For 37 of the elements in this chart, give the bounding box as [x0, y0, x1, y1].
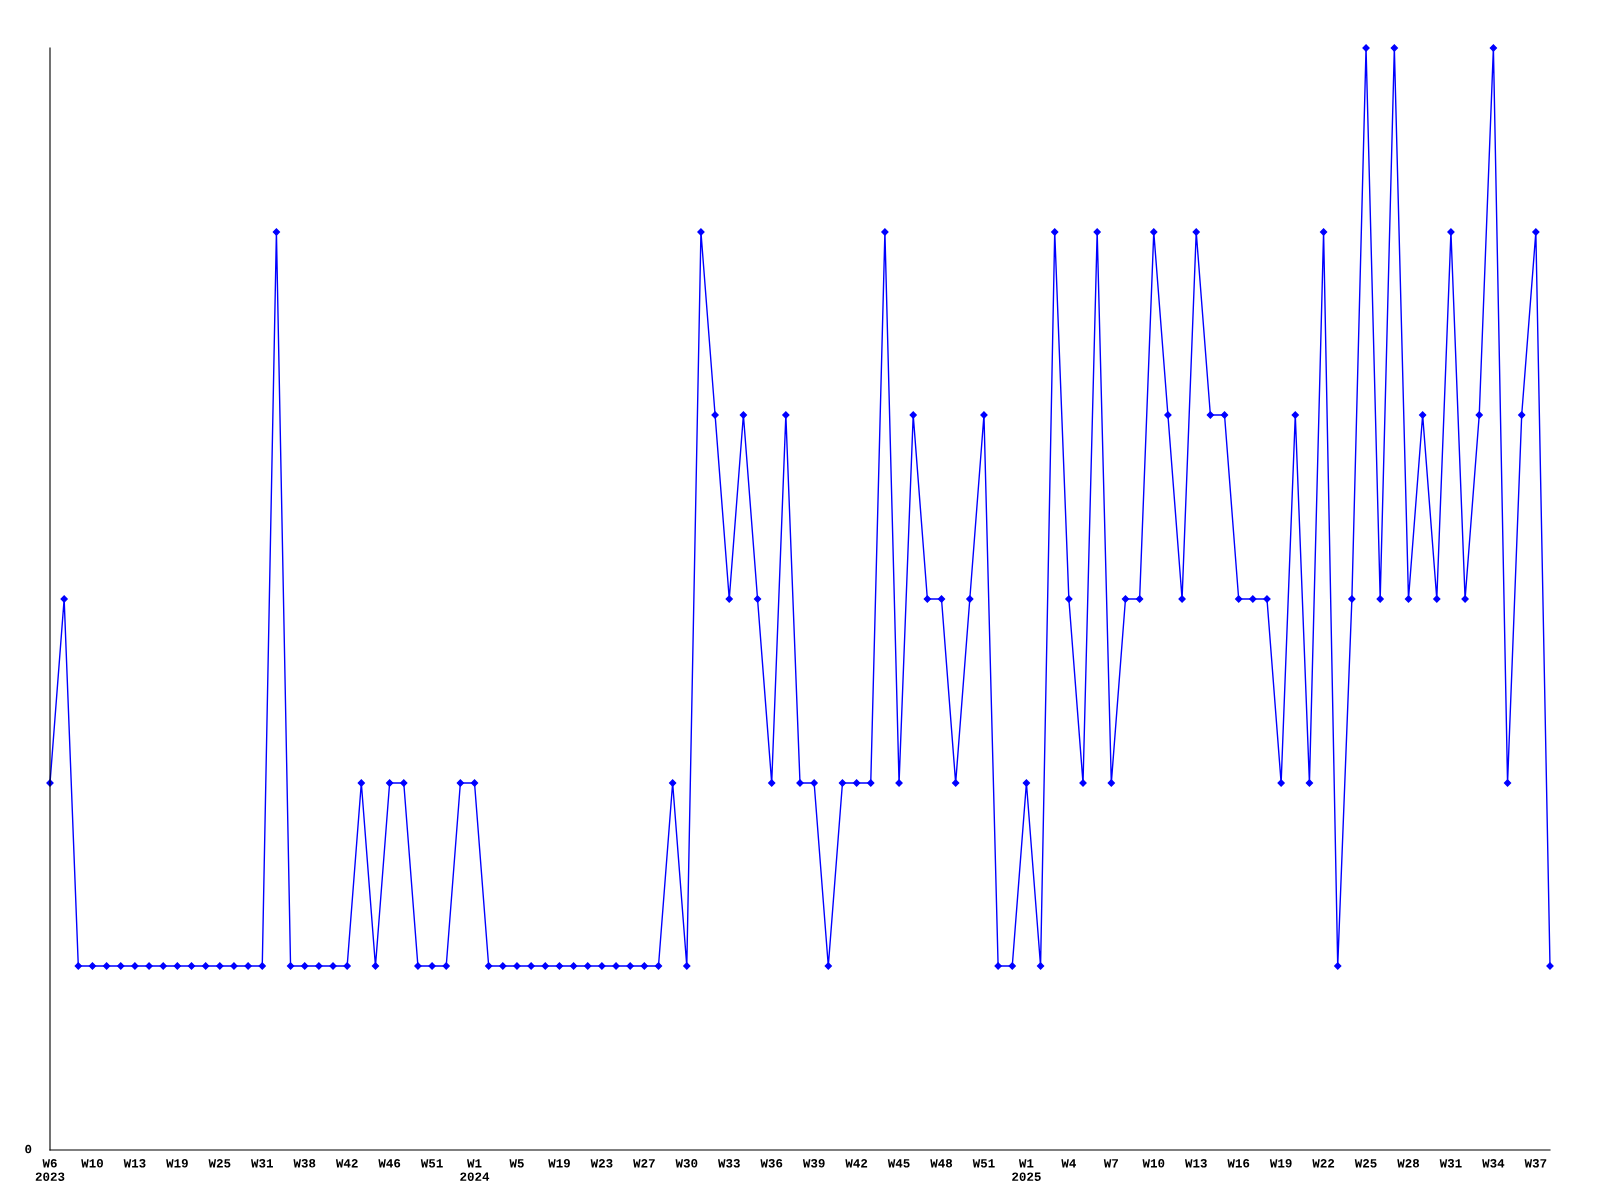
x-tick-label: W25 — [1354, 1159, 1377, 1168]
x-tick-label: W37 — [1524, 1159, 1547, 1168]
x-tick-label: W16 — [1227, 1159, 1250, 1168]
x-tick-label: W4 — [1061, 1159, 1076, 1168]
x-tick-label: W34 — [1482, 1159, 1505, 1168]
x-tick-label: W30 — [675, 1159, 698, 1168]
x-tick-label: W6 2023 — [35, 1159, 65, 1181]
x-tick-label: W5 — [509, 1159, 524, 1168]
x-tick-label: W10 — [1142, 1159, 1165, 1168]
x-tick-label: W25 — [208, 1159, 231, 1168]
x-tick-label: W42 — [335, 1159, 358, 1168]
x-tick-label: W27 — [633, 1159, 655, 1168]
x-tick-label: W7 — [1103, 1159, 1118, 1168]
x-tick-label: W13 — [123, 1159, 146, 1168]
x-tick-label: W33 — [717, 1159, 740, 1168]
x-tick-label: W36 — [760, 1159, 783, 1168]
x-tick-label: W51 — [972, 1159, 995, 1168]
x-tick-label: W13 — [1184, 1159, 1207, 1168]
x-tick-label: W19 — [1269, 1159, 1292, 1168]
x-tick-label: W1 2025 — [1012, 1159, 1041, 1181]
x-tick-label: W51 — [420, 1159, 443, 1168]
x-tick-label: W39 — [802, 1159, 825, 1168]
x-tick-label: W45 — [887, 1159, 910, 1168]
x-tick-label: W19 — [548, 1159, 570, 1168]
x-tick-label: W31 — [251, 1159, 273, 1168]
x-tick-label: W1 2024 — [460, 1159, 490, 1181]
x-tick-label: W42 — [845, 1159, 868, 1168]
x-tick-label: W46 — [378, 1159, 401, 1168]
x-tick-label: W38 — [293, 1159, 316, 1168]
x-tick-label: W31 — [1439, 1159, 1462, 1168]
x-tick-label: W19 — [166, 1159, 188, 1168]
x-tick-label: W10 — [81, 1159, 103, 1168]
x-tick-label: W48 — [930, 1159, 953, 1168]
x-tick-label: W23 — [590, 1159, 613, 1168]
x-tick-label: W22 — [1312, 1159, 1335, 1168]
x-tick-label: W28 — [1397, 1159, 1420, 1168]
text: 0 — [25, 1144, 32, 1154]
